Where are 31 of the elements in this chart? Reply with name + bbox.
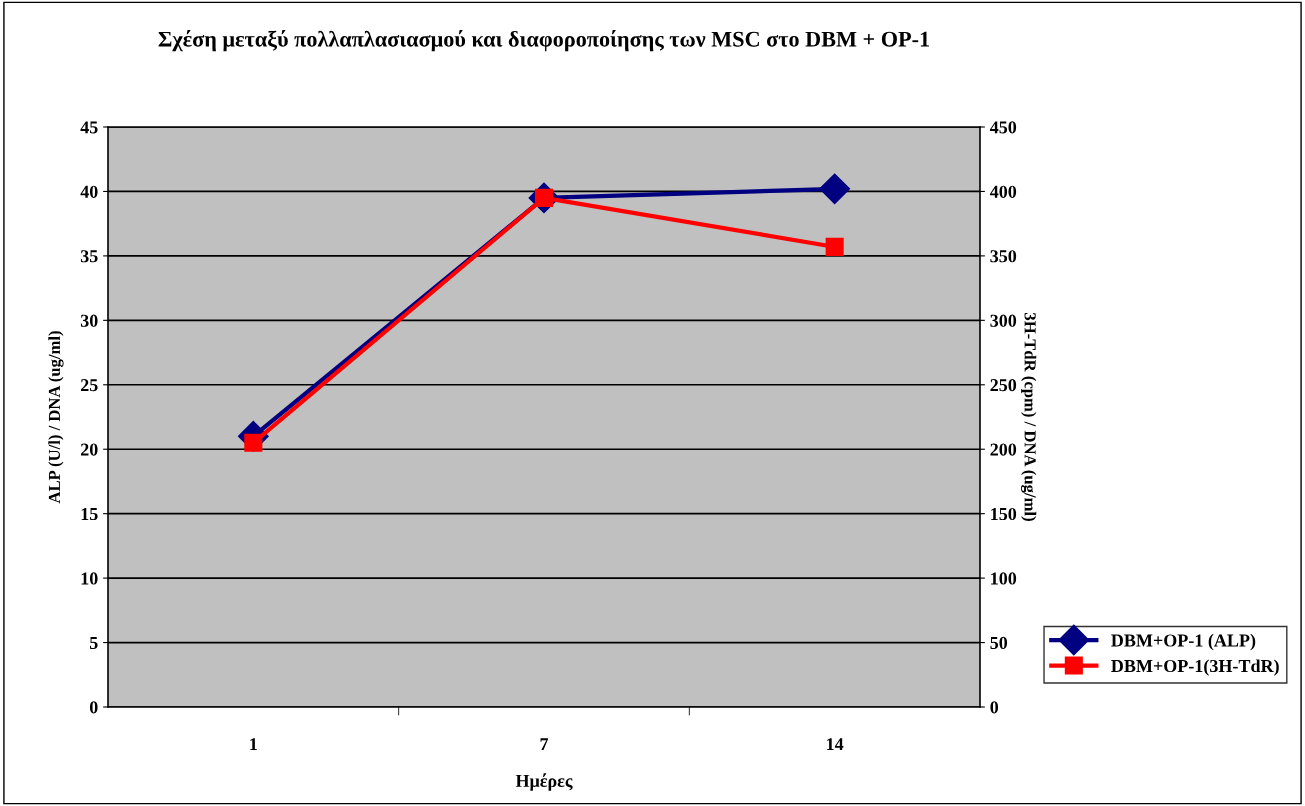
legend-label: DBM+OP-1(3H-TdR) xyxy=(1111,659,1279,676)
y2-tick-label: 450 xyxy=(989,121,1017,134)
y-tick-label: 45 xyxy=(80,121,98,134)
y2-tick-label: 200 xyxy=(990,443,1017,456)
y2-tick-label: 0 xyxy=(990,701,999,714)
y-tick-label: 15 xyxy=(81,508,98,521)
y-tick-label: 40 xyxy=(80,185,98,198)
y-tick-label: 0 xyxy=(89,701,98,714)
y2-tick-label: 150 xyxy=(991,507,1017,521)
y-tick-label: 20 xyxy=(80,443,98,456)
y2-tick-label: 50 xyxy=(990,636,1008,649)
y-tick-label: 35 xyxy=(80,250,98,263)
y2-tick-label: 300 xyxy=(990,314,1017,327)
x-tick-label: 14 xyxy=(827,738,844,751)
y2-tick-label: 100 xyxy=(991,572,1017,585)
point xyxy=(825,237,844,256)
y-tick-label: 30 xyxy=(80,314,98,327)
y2-tick-label: 400 xyxy=(989,185,1017,198)
point xyxy=(819,173,851,205)
y2-axis-title: 3H-TdR (cpm) / DNA (ug/ml) xyxy=(1021,313,1037,521)
y2-tick-label: 350 xyxy=(990,250,1017,263)
x-axis-title: Ημέρες xyxy=(515,773,573,791)
x-tick-label: 1 xyxy=(250,738,257,751)
chart-title: Σχέση μεταξύ πολλαπλασιασμού και διαφοροποίησης των MSC στο DBM + OP-1 xyxy=(158,29,929,52)
y-tick-label: 25 xyxy=(80,379,98,392)
y2-tick-label: 250 xyxy=(990,379,1017,392)
legend-label: DBM+OP-1 (ALP) xyxy=(1111,633,1256,651)
y-axis-title: ALP (U/l) / DNA (ug/ml) xyxy=(48,331,64,504)
x-tick-label: 7 xyxy=(540,738,549,751)
y-tick-label: 10 xyxy=(81,572,98,585)
y-tick-label: 5 xyxy=(89,637,98,649)
